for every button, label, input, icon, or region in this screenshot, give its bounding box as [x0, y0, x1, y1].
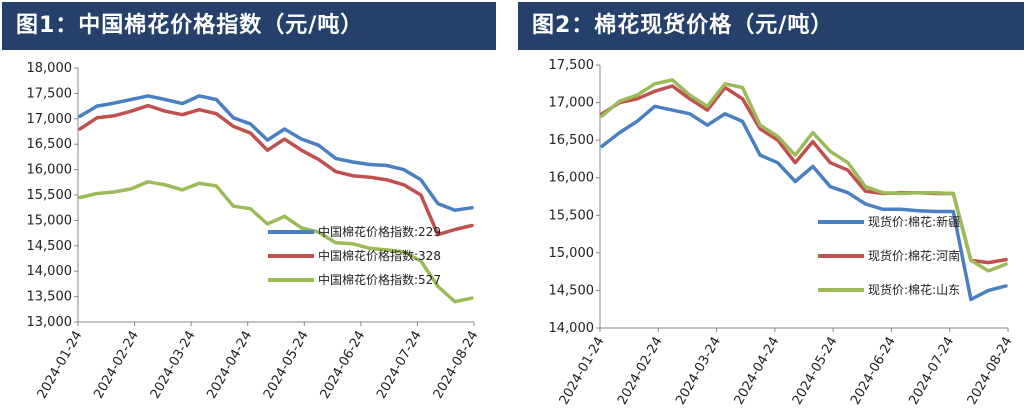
y-tick-label: 15,500: [27, 188, 73, 203]
y-tick-label: 16,000: [27, 163, 73, 178]
series-line-2: [78, 103, 474, 237]
axes: 17,500 17,000 16,500 16,000 15,500 15,000 14,5…: [549, 58, 1016, 407]
y-tick-label: 14,000: [27, 264, 73, 279]
chart-panel-2: 图2：棉花现货价格（元/吨） 17,500 17,000 16,500 16,000 1…: [516, 0, 1028, 420]
y-tick-label: 15,000: [27, 213, 73, 228]
x-tick-label: 2024-03-24: [673, 335, 724, 408]
x-tick-label: 2024-04-24: [732, 335, 783, 408]
legend-label: 现货价:棉花:新疆: [868, 214, 960, 229]
x-tick-label: 2024-08-24: [431, 329, 482, 402]
series-line-1: [78, 94, 474, 212]
x-tick-label: 2024-07-24: [906, 335, 957, 408]
chart-panel-1: 图1：中国棉花价格指数（元/吨） 18,000 17,500 17,000 16,50…: [0, 0, 500, 420]
chart-title: 图1：中国棉花价格指数（元/吨）: [2, 2, 496, 50]
x-tick-label: 2024-03-24: [148, 329, 199, 402]
y-tick-label: 17,000: [549, 96, 595, 111]
x-tick-label: 2024-01-24: [557, 335, 608, 408]
y-tick-label: 13,000: [27, 315, 73, 330]
series-line-3: [600, 78, 1008, 273]
x-tick-label: 2024-05-24: [790, 335, 841, 408]
x-tick-label: 2024-08-24: [965, 335, 1016, 408]
legend: 中国棉花价格指数:229 中国棉花价格指数:328 中国棉花价格指数:527: [268, 224, 441, 287]
y-tick-label: 17,500: [27, 86, 73, 101]
x-tick-label: 2024-02-24: [615, 335, 666, 408]
y-tick-label: 15,500: [549, 208, 595, 223]
x-tick-label: 2024-07-24: [374, 329, 425, 402]
x-tick-label: 2024-05-24: [261, 329, 312, 402]
legend-label: 现货价:棉花:河南: [868, 248, 960, 263]
chart-2-svg: 17,500 17,000 16,500 16,000 15,500 15,000 14,5…: [549, 58, 1016, 407]
legend-label: 中国棉花价格指数:328: [318, 248, 441, 263]
y-tick-label: 16,500: [27, 137, 73, 152]
y-tick-label: 18,000: [27, 61, 73, 76]
y-tick-label: 17,000: [27, 112, 73, 127]
y-tick-label: 14,500: [27, 239, 73, 254]
x-tick-label: 2024-02-24: [91, 329, 142, 402]
y-tick-label: 15,000: [549, 246, 595, 261]
chart-1-svg: 18,000 17,500 17,000 16,500 16,000 15,500 15,0…: [27, 61, 482, 402]
series-line-3: [78, 180, 474, 304]
x-tick-label: 2024-06-24: [318, 329, 369, 402]
x-tick-label: 2024-04-24: [204, 329, 255, 402]
legend-label: 现货价:棉花:山东: [868, 282, 960, 297]
x-tick-label: 2024-01-24: [35, 329, 86, 402]
y-tick-label: 13,500: [27, 290, 73, 305]
y-tick-label: 14,000: [549, 321, 595, 336]
y-tick-label: 16,000: [549, 171, 595, 186]
series-line-1: [600, 104, 1008, 302]
legend-label: 中国棉花价格指数:527: [318, 272, 441, 287]
y-tick-label: 17,500: [549, 58, 595, 73]
legend-label: 中国棉花价格指数:229: [318, 224, 441, 239]
x-tick-label: 2024-06-24: [848, 335, 899, 408]
chart-title: 图2：棉花现货价格（元/吨）: [518, 2, 1024, 50]
y-tick-label: 14,500: [549, 283, 595, 298]
y-tick-label: 16,500: [549, 133, 595, 148]
